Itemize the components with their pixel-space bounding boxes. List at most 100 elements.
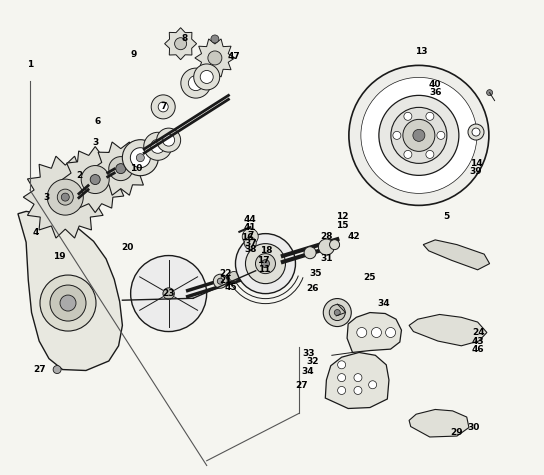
Text: 4: 4 [32,228,39,237]
Circle shape [323,299,351,326]
Text: 35: 35 [310,269,322,277]
Text: 6: 6 [95,117,101,125]
Text: 12: 12 [337,212,349,220]
Text: 21: 21 [220,276,232,285]
Text: 43: 43 [471,337,484,345]
Circle shape [372,327,381,338]
Circle shape [151,95,175,119]
Circle shape [181,68,211,98]
Text: 27: 27 [33,365,46,374]
Circle shape [256,254,275,274]
Circle shape [50,285,86,321]
Polygon shape [18,211,122,370]
Polygon shape [347,313,401,352]
Text: 41: 41 [244,223,257,231]
Circle shape [90,174,100,185]
Text: 34: 34 [301,367,314,376]
Circle shape [426,112,434,120]
Text: 3: 3 [43,193,50,201]
Circle shape [57,189,73,205]
Text: 1: 1 [27,60,33,68]
Text: 9: 9 [130,50,137,59]
Text: 27: 27 [295,381,308,390]
Circle shape [338,374,345,381]
Text: 14: 14 [469,160,483,168]
Circle shape [437,132,445,139]
Text: 11: 11 [258,266,270,274]
Polygon shape [409,409,469,437]
Text: 22: 22 [220,269,232,277]
Text: 46: 46 [471,345,484,353]
Text: 31: 31 [320,255,332,263]
Text: 23: 23 [163,289,175,298]
Polygon shape [325,352,389,408]
Text: 8: 8 [182,35,188,43]
Text: 16: 16 [242,233,254,242]
Circle shape [200,70,213,84]
Text: 19: 19 [53,252,66,261]
Circle shape [194,64,220,90]
Text: 24: 24 [472,328,485,337]
Circle shape [188,76,203,91]
Circle shape [236,234,295,294]
Circle shape [262,260,269,267]
Circle shape [334,310,341,315]
Circle shape [137,154,144,162]
Circle shape [330,239,339,250]
Text: 47: 47 [227,52,240,60]
Circle shape [361,77,477,193]
Circle shape [391,107,447,163]
Text: 42: 42 [347,232,360,241]
Text: 26: 26 [307,285,319,293]
Circle shape [158,102,168,112]
Circle shape [404,151,412,159]
Text: 15: 15 [337,221,349,230]
Text: 34: 34 [377,299,390,307]
Circle shape [163,288,174,299]
Text: 39: 39 [469,167,483,175]
Text: 10: 10 [130,164,142,173]
Text: 3: 3 [92,138,98,147]
Circle shape [386,327,395,338]
Polygon shape [23,156,107,238]
Circle shape [61,193,69,201]
Text: 20: 20 [122,244,134,252]
Circle shape [208,51,222,65]
Circle shape [338,387,345,394]
Circle shape [379,95,459,175]
Circle shape [47,179,83,215]
Text: 40: 40 [429,80,441,89]
Circle shape [304,247,316,259]
Polygon shape [93,142,149,195]
Circle shape [472,128,480,136]
Text: 28: 28 [320,232,332,241]
Circle shape [349,66,489,205]
Circle shape [163,134,175,146]
Text: 33: 33 [303,350,315,358]
Circle shape [122,140,158,176]
Text: 29: 29 [450,428,463,437]
Text: 36: 36 [429,88,441,97]
Text: 45: 45 [225,283,238,292]
Text: 37: 37 [244,239,257,247]
Text: 13: 13 [416,47,428,56]
Circle shape [329,304,345,321]
Text: 30: 30 [467,423,479,432]
Polygon shape [195,39,235,77]
Circle shape [131,256,207,332]
Circle shape [242,228,258,245]
Text: 32: 32 [307,358,319,366]
Circle shape [338,361,345,369]
Text: 17: 17 [257,256,270,265]
Polygon shape [423,240,490,270]
Circle shape [211,35,219,43]
Text: 44: 44 [244,215,257,224]
Polygon shape [62,147,128,212]
Circle shape [413,129,425,142]
Circle shape [144,133,172,160]
Circle shape [369,381,376,389]
Text: 7: 7 [160,103,166,111]
Circle shape [393,132,401,139]
Circle shape [468,124,484,140]
Circle shape [60,295,76,311]
